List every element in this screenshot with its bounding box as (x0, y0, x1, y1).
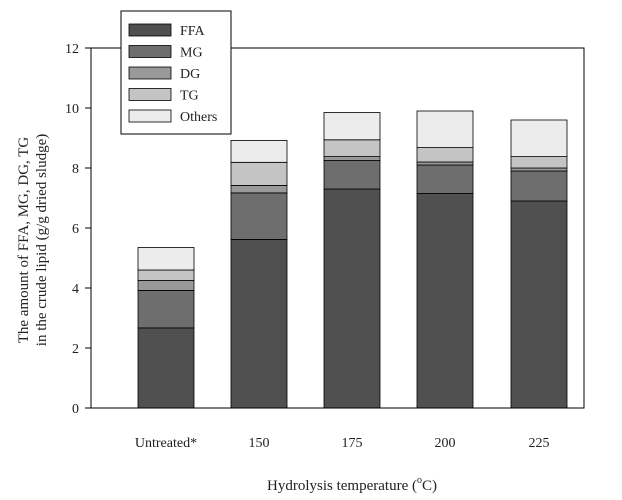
y-tick-label: 8 (72, 162, 79, 177)
y-tick-label: 6 (72, 222, 79, 237)
legend-swatch-tg (128, 88, 172, 101)
x-axis-title-end: C) (422, 478, 437, 494)
bar-mg-0 (137, 289, 195, 329)
legend-label-tg: TG (180, 89, 199, 104)
bars-layer (137, 110, 568, 409)
y-tick-label: 0 (72, 402, 79, 417)
bar-tg-1 (230, 161, 288, 186)
bar-ffa-0 (137, 327, 195, 409)
y-axis-title-line-2: in the crude lipid (g/g dried sludge) (34, 134, 50, 346)
bar-ffa-3 (416, 193, 474, 409)
bar-mg-1 (230, 192, 288, 240)
bar-dg-1 (230, 184, 288, 194)
axes-layer: 0 2 4 6 8 10 12 Untreated* 150 175 200 225 (65, 42, 585, 451)
legend-label-others: Others (180, 110, 217, 125)
bar-tg-4 (510, 156, 568, 169)
bar-mg-3 (416, 164, 474, 194)
bar-tg-2 (323, 139, 381, 158)
x-tick-label: 175 (342, 436, 363, 451)
bar-tg-3 (416, 147, 474, 163)
bar-dg-3 (416, 161, 474, 166)
bar-others-3 (416, 110, 474, 148)
bar-tg-0 (137, 269, 195, 281)
bar-mg-2 (323, 160, 381, 190)
bar-others-1 (230, 139, 288, 163)
x-axis-title-main: Hydrolysis temperature ( (267, 478, 417, 494)
y-tick-label: 10 (65, 102, 79, 117)
legend-label-dg: DG (180, 67, 200, 82)
bar-dg-0 (137, 280, 195, 291)
legend-swatch-ffa (128, 23, 172, 37)
y-axis-title-line-1: The amount of FFA, MG, DG, TG (16, 137, 32, 344)
y-tick-label: 12 (65, 42, 79, 57)
bar-others-2 (323, 112, 381, 141)
bar-ffa-2 (323, 188, 381, 409)
legend-label-mg: MG (180, 46, 203, 61)
y-tick-label: 4 (72, 282, 79, 297)
bar-dg-2 (323, 156, 381, 161)
x-axis-title-superscript: o (417, 475, 422, 486)
x-tick-label: Untreated* (135, 436, 197, 451)
bar-mg-4 (510, 170, 568, 202)
bar-others-4 (510, 119, 568, 157)
x-tick-label: 200 (435, 436, 456, 451)
legend-swatch-others (128, 109, 172, 123)
x-tick-label: 150 (249, 436, 270, 451)
legend-swatch-dg (128, 66, 172, 80)
bar-ffa-1 (230, 238, 288, 409)
bar-ffa-4 (510, 200, 568, 409)
legend-swatch-mg (128, 45, 172, 58)
legend: FFA MG DG TG Others (120, 10, 232, 135)
bar-others-0 (137, 247, 195, 271)
legend-label-ffa: FFA (180, 24, 206, 39)
y-tick-label: 2 (72, 342, 79, 357)
bar-dg-4 (510, 167, 568, 172)
x-axis-title: Hydrolysis temperature (oC) (267, 475, 437, 494)
x-tick-label: 225 (529, 436, 550, 451)
